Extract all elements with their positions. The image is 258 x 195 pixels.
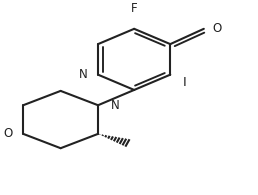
Text: N: N: [79, 68, 88, 81]
Text: O: O: [3, 127, 12, 140]
Text: O: O: [213, 22, 222, 35]
Text: F: F: [131, 3, 138, 15]
Text: I: I: [183, 76, 187, 89]
Text: N: N: [111, 99, 120, 113]
